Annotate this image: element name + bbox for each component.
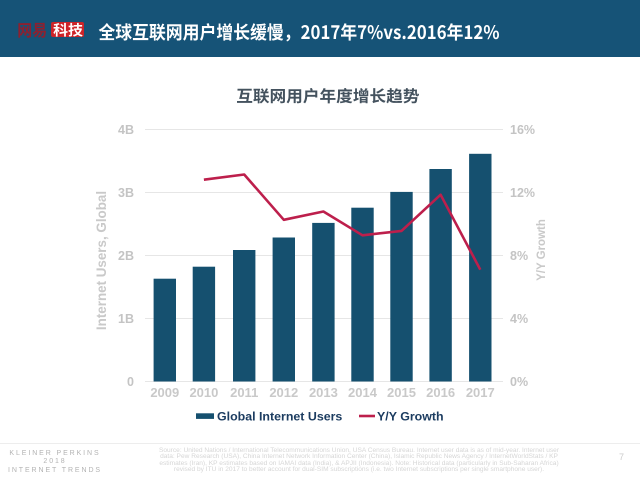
svg-text:Global Internet Users: Global Internet Users xyxy=(217,410,342,424)
svg-text:16%: 16% xyxy=(510,123,535,137)
svg-text:Y/Y Growth: Y/Y Growth xyxy=(536,219,548,281)
svg-text:Y/Y Growth: Y/Y Growth xyxy=(377,410,444,424)
svg-text:2009: 2009 xyxy=(150,385,179,400)
svg-text:2013: 2013 xyxy=(309,385,338,400)
svg-text:2010: 2010 xyxy=(189,385,218,400)
svg-text:0%: 0% xyxy=(510,375,528,389)
svg-text:2016: 2016 xyxy=(426,385,455,400)
svg-text:12%: 12% xyxy=(510,186,535,200)
svg-text:2015: 2015 xyxy=(387,385,416,400)
svg-text:2011: 2011 xyxy=(230,385,258,400)
svg-text:8%: 8% xyxy=(510,249,528,263)
svg-text:4B: 4B xyxy=(118,123,134,137)
svg-text:2014: 2014 xyxy=(348,385,378,400)
svg-text:0: 0 xyxy=(127,375,134,389)
svg-text:1B: 1B xyxy=(118,312,134,326)
svg-text:2B: 2B xyxy=(118,249,134,263)
svg-text:4%: 4% xyxy=(510,312,528,326)
svg-text:2012: 2012 xyxy=(269,385,298,400)
svg-text:3B: 3B xyxy=(118,186,134,200)
svg-text:2017: 2017 xyxy=(466,385,495,400)
svg-text:Internet Users, Global: Internet Users, Global xyxy=(94,191,109,330)
